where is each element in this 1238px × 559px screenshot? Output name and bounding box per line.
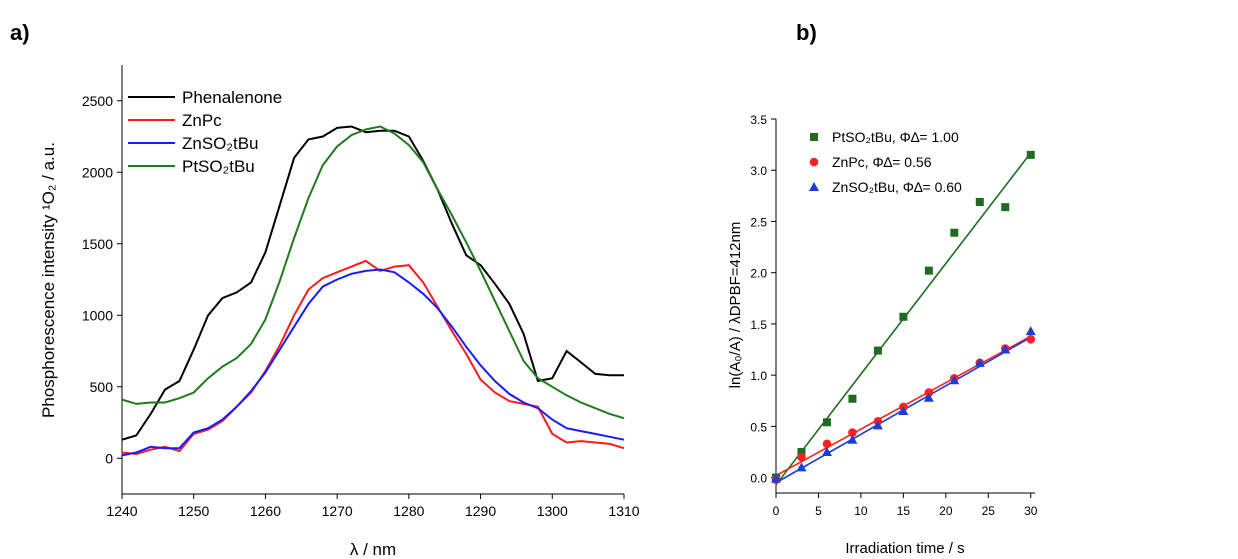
chart-b-x-tick-label: 25 <box>982 504 996 518</box>
chart-a-legend-label: ZnSO₂tBu <box>182 134 259 153</box>
chart-b-legend-label: ZnPc, Φ∆= 0.56 <box>832 154 932 170</box>
panel-a-label: a) <box>10 20 30 45</box>
chart-b-legend-label: ZnSO₂tBu, Φ∆= 0.60 <box>832 179 962 195</box>
chart-a-y-tick-label: 2500 <box>82 93 113 109</box>
chart-b-point-0 <box>848 394 857 403</box>
chart-b-point-2 <box>771 473 781 483</box>
chart-a-x-tick-label: 1260 <box>250 503 281 519</box>
chart-a-series-line-1 <box>121 259 625 456</box>
chart-a-y-tick-label: 2000 <box>82 164 113 180</box>
chart-a-series-line-3 <box>121 125 625 420</box>
chart-a-x-tick-label: 1310 <box>608 503 639 519</box>
chart-b-point-0 <box>873 346 882 355</box>
chart-a-y-tick-label: 500 <box>90 379 114 395</box>
chart-b-point-2 <box>872 420 883 430</box>
chart-b-point-1 <box>1026 335 1036 344</box>
chart-a-legend-label: PtSO₂tBu <box>182 157 255 176</box>
chart-b-point-2 <box>1000 344 1011 354</box>
chart-b-y-tick-label: 3.0 <box>750 164 767 178</box>
chart-b-y-tick-label: 1.5 <box>750 318 767 332</box>
chart-b-point-2 <box>923 392 934 402</box>
chart-a-y-tick-label: 1500 <box>82 236 113 252</box>
chart-b-y-tick-label: 1.0 <box>750 369 767 383</box>
chart-a-legend-label: Phenalenone <box>182 88 282 107</box>
chart-a-x-tick-label: 1250 <box>178 503 209 519</box>
chart-b-legend-label: PtSO₂tBu, Φ∆= 1.00 <box>832 129 959 145</box>
chart-a-x-tick-label: 1270 <box>322 503 353 519</box>
chart-b-point-2 <box>949 375 960 385</box>
chart-b-x-tick-label: 20 <box>939 504 953 518</box>
chart-a-x-axis-label: λ / nm <box>350 540 396 559</box>
chart-b-legend-marker <box>809 182 819 191</box>
chart-b-point-0 <box>924 266 933 275</box>
chart-b-point-0 <box>822 418 831 427</box>
chart-b-point-0 <box>899 312 908 321</box>
chart-b-point-0 <box>1001 203 1010 212</box>
chart-b-y-tick-label: 2.0 <box>750 267 767 281</box>
chart-a-legend-label: ZnPc <box>182 111 222 130</box>
chart-b-point-2 <box>1025 326 1036 336</box>
chart-b-point-1 <box>848 428 857 437</box>
chart-b-point-2 <box>796 462 807 472</box>
chart-a-x-tick-label: 1300 <box>537 503 568 519</box>
chart-a-x-tick-label: 1280 <box>393 503 424 519</box>
chart-a-y-tick-label: 0 <box>105 450 113 466</box>
chart-b-y-tick-label: 2.5 <box>750 215 767 229</box>
chart-b-point-0 <box>1026 150 1035 159</box>
chart-b-point-0 <box>797 448 806 457</box>
chart-b-point-2 <box>898 406 909 416</box>
chart-b-x-tick-label: 15 <box>897 504 911 518</box>
chart-b-point-1 <box>797 452 806 462</box>
chart-a-series-line-2 <box>121 268 625 457</box>
chart-b-point-0 <box>975 197 984 206</box>
chart-a-x-tick-label: 1240 <box>106 503 137 519</box>
chart-b-point-2 <box>974 357 985 367</box>
chart-a-x-tick-label: 1290 <box>465 503 496 519</box>
chart-b-y-tick-label: 0.5 <box>750 420 767 434</box>
chart-b-point-0 <box>950 228 959 237</box>
chart-b-y-tick-label: 3.5 <box>750 113 767 127</box>
chart-a-y-axis-label: Phosphorescence intensity ¹O₂ / a.u. <box>39 142 58 418</box>
chart-b-point-2 <box>821 447 832 457</box>
chart-b-x-tick-label: 10 <box>854 504 868 518</box>
chart-b-x-tick-label: 0 <box>773 504 780 518</box>
chart-b-x-axis-label: Irradiation time / s <box>845 540 964 557</box>
chart-b-point-2 <box>847 434 858 444</box>
chart-b-x-tick-label: 5 <box>815 504 822 518</box>
chart-b-y-axis-label: ln(A₀/A) / λDPBF=412nm <box>727 222 744 389</box>
chart-b-legend-marker <box>809 157 819 167</box>
panel-b-label: b) <box>796 20 817 45</box>
chart-b-y-tick-label: 0.0 <box>750 472 767 486</box>
chart-b-point-1 <box>924 388 934 397</box>
chart-a-y-tick-label: 1000 <box>82 307 113 323</box>
chart-b-legend-marker <box>810 133 818 141</box>
chart-b-point-1 <box>822 439 832 449</box>
chart-b-x-tick-label: 30 <box>1024 504 1038 518</box>
